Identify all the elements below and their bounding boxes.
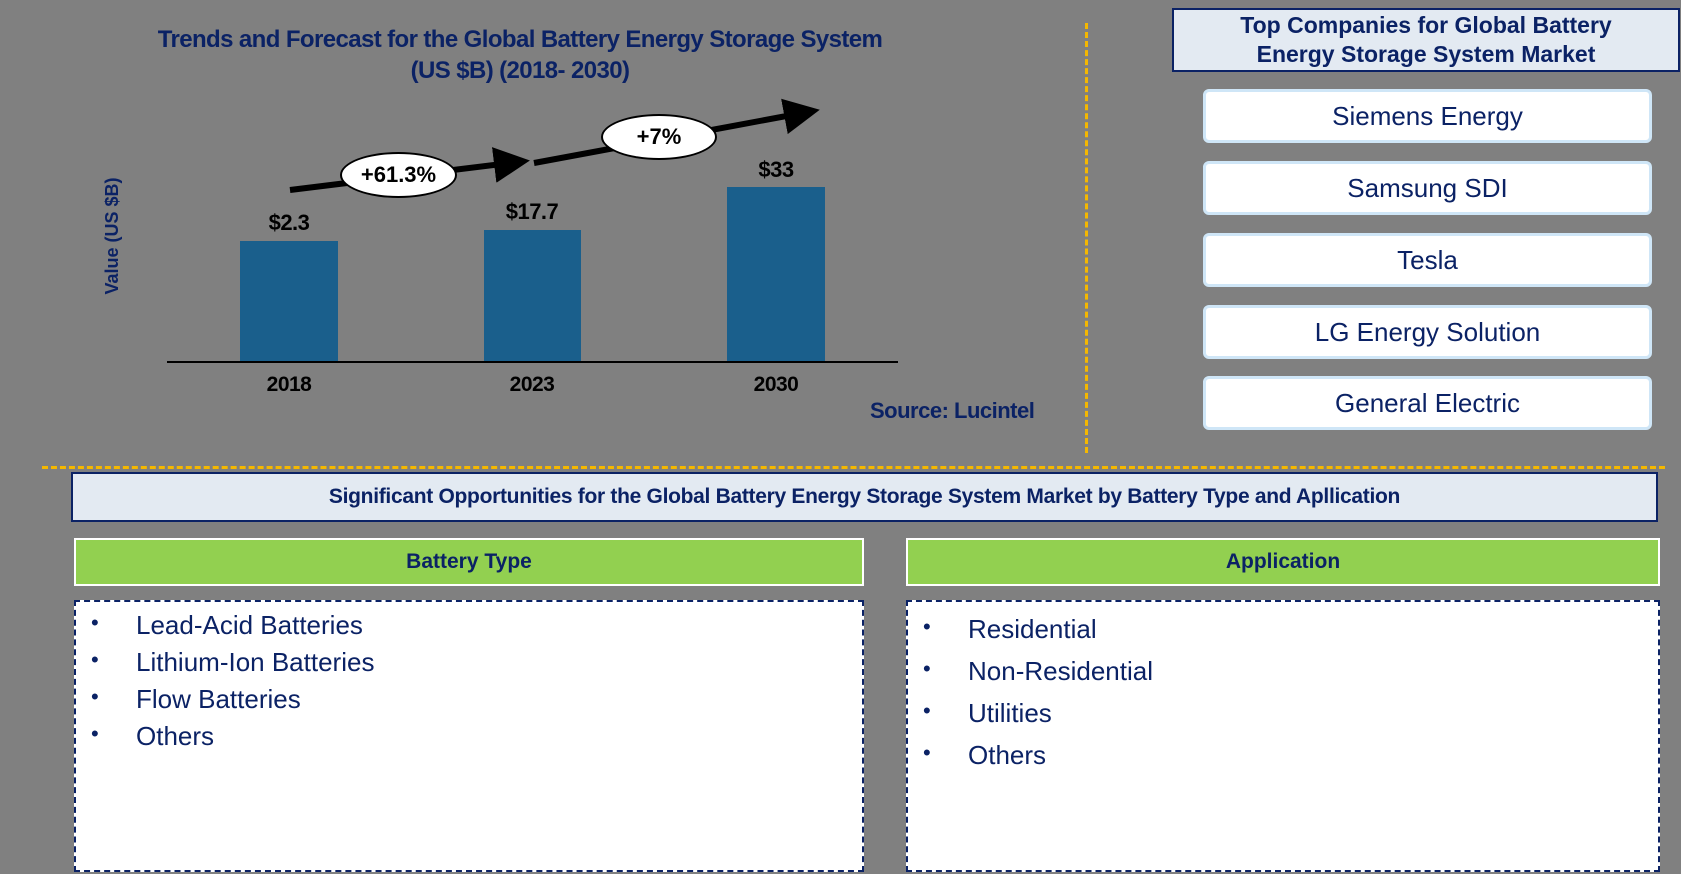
list-item: • Flow Batteries: [76, 684, 862, 721]
bullet-icon: •: [91, 684, 99, 709]
list-item: • Others: [908, 740, 1658, 782]
company-samsung-sdi: Samsung SDI: [1203, 161, 1652, 215]
horizontal-divider: [42, 466, 1665, 469]
list-item: • Non-Residential: [908, 656, 1658, 698]
list-item-label: Non-Residential: [968, 656, 1153, 686]
bar-2018: [240, 241, 338, 361]
bullet-icon: •: [923, 740, 931, 765]
list-item: • Lead-Acid Batteries: [76, 610, 862, 647]
battery-type-header: Battery Type: [74, 538, 864, 586]
source-label: Source: Lucintel: [870, 398, 1035, 423]
application-header: Application: [906, 538, 1660, 586]
growth-badge-2018-2023: +61.3%: [340, 152, 457, 198]
x-tick-2023: 2023: [509, 373, 555, 396]
list-item-label: Flow Batteries: [136, 684, 301, 714]
bar-value-label: $33: [758, 157, 794, 182]
growth-badge-2023-2030: +7%: [601, 114, 717, 160]
list-item-label: Residential: [968, 614, 1097, 644]
bar-value-label: $17.7: [505, 199, 559, 224]
chart-title-line1: Trends and Forecast for the Global Batte…: [157, 26, 883, 53]
bullet-icon: •: [923, 614, 931, 639]
top-companies-header-line2: Energy Storage System Market: [1256, 41, 1596, 67]
application-list: • Residential • Non-Residential • Utilities…: [906, 600, 1660, 872]
bar-2030: [727, 187, 825, 361]
company-general-electric: General Electric: [1203, 376, 1652, 430]
bullet-icon: •: [91, 721, 99, 746]
company-siemens-energy: Siemens Energy: [1203, 89, 1652, 143]
chart-title: Trends and Forecast for the Global Batte…: [100, 24, 940, 86]
company-tesla: Tesla: [1203, 233, 1652, 287]
top-companies-header: Top Companies for Global Battery Energy …: [1172, 8, 1680, 72]
list-item: • Residential: [908, 614, 1658, 656]
list-item: • Others: [76, 721, 862, 758]
bullet-icon: •: [91, 610, 99, 635]
growth-label: +61.3%: [360, 162, 437, 187]
bullet-icon: •: [91, 647, 99, 672]
x-tick-2018: 2018: [266, 373, 312, 396]
bar-2023: [484, 230, 581, 361]
bar-value-label: $2.3: [268, 210, 310, 235]
company-lg-energy-solution: LG Energy Solution: [1203, 305, 1652, 359]
list-item-label: Lead-Acid Batteries: [136, 610, 363, 640]
list-item: • Utilities: [908, 698, 1658, 740]
list-item: • Lithium-Ion Batteries: [76, 647, 862, 684]
x-tick-2030: 2030: [753, 373, 799, 396]
x-axis-line: [167, 361, 898, 363]
list-item-label: Utilities: [968, 698, 1052, 728]
bullet-icon: •: [923, 656, 931, 681]
list-item-label: Others: [136, 721, 215, 751]
top-companies-header-line1: Top Companies for Global Battery: [1240, 12, 1612, 38]
list-item-label: Lithium-Ion Batteries: [136, 647, 375, 677]
bullet-icon: •: [923, 698, 931, 723]
vertical-divider: [1085, 23, 1088, 453]
list-item-label: Others: [968, 740, 1047, 770]
chart-title-line2: (US $B) (2018- 2030): [410, 57, 630, 84]
battery-type-list: • Lead-Acid Batteries • Lithium-Ion Batter…: [74, 600, 864, 872]
growth-label: +7%: [636, 124, 682, 149]
opportunities-header: Significant Opportunities for the Global…: [71, 472, 1658, 522]
